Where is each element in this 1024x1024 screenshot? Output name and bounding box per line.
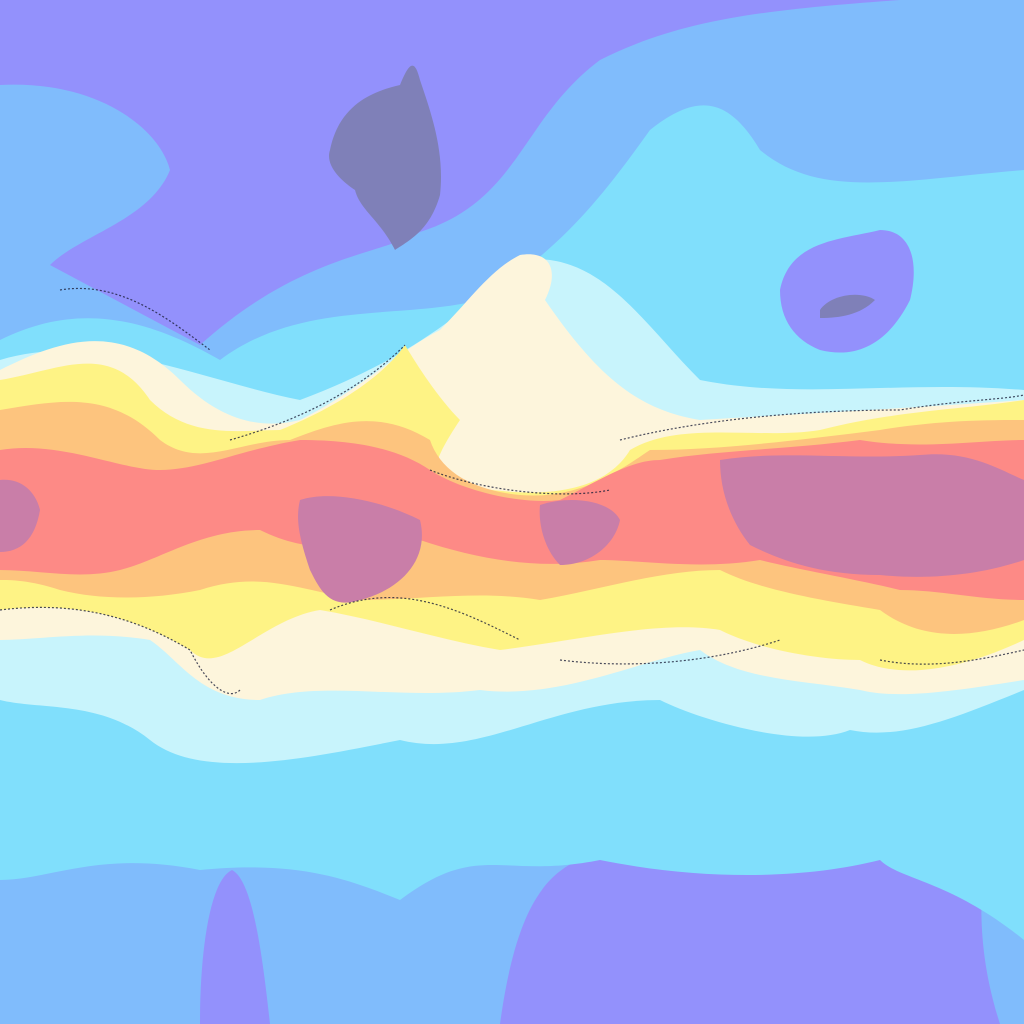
peak-zone: [720, 454, 1024, 577]
cool-front: [329, 65, 441, 250]
cold-core: [820, 294, 875, 318]
peak-zone: [539, 500, 620, 565]
peak-zone: [298, 496, 422, 603]
cold-pocket: [780, 230, 914, 353]
front-line: [0, 288, 1024, 695]
peak-zone: [0, 479, 40, 552]
